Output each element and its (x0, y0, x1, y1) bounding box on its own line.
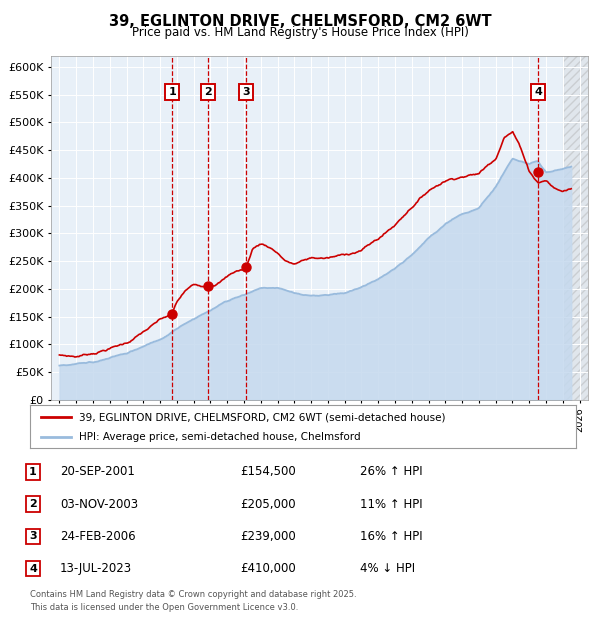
Text: £154,500: £154,500 (240, 466, 296, 478)
Text: 4: 4 (534, 87, 542, 97)
Text: 2: 2 (29, 499, 37, 509)
Text: 4: 4 (29, 564, 37, 574)
Text: 1: 1 (168, 87, 176, 97)
Bar (563, 56, 600, 400)
Text: £239,000: £239,000 (240, 530, 296, 542)
Text: 39, EGLINTON DRIVE, CHELMSFORD, CM2 6WT: 39, EGLINTON DRIVE, CHELMSFORD, CM2 6WT (109, 14, 491, 29)
Text: 3: 3 (242, 87, 250, 97)
Bar (563, 56, 600, 400)
Text: Contains HM Land Registry data © Crown copyright and database right 2025.: Contains HM Land Registry data © Crown c… (30, 590, 356, 600)
Text: 20-SEP-2001: 20-SEP-2001 (60, 466, 135, 478)
Text: 2: 2 (204, 87, 212, 97)
Text: 03-NOV-2003: 03-NOV-2003 (60, 498, 138, 510)
Text: 3: 3 (29, 531, 37, 541)
Text: £410,000: £410,000 (240, 562, 296, 575)
Text: 39, EGLINTON DRIVE, CHELMSFORD, CM2 6WT (semi-detached house): 39, EGLINTON DRIVE, CHELMSFORD, CM2 6WT … (79, 412, 446, 422)
Text: Price paid vs. HM Land Registry's House Price Index (HPI): Price paid vs. HM Land Registry's House … (131, 26, 469, 39)
Text: 13-JUL-2023: 13-JUL-2023 (60, 562, 132, 575)
Text: 26% ↑ HPI: 26% ↑ HPI (360, 466, 422, 478)
Text: This data is licensed under the Open Government Licence v3.0.: This data is licensed under the Open Gov… (30, 603, 298, 612)
Text: 1: 1 (29, 467, 37, 477)
Text: £205,000: £205,000 (240, 498, 296, 510)
Text: 4% ↓ HPI: 4% ↓ HPI (360, 562, 415, 575)
Text: 11% ↑ HPI: 11% ↑ HPI (360, 498, 422, 510)
Text: HPI: Average price, semi-detached house, Chelmsford: HPI: Average price, semi-detached house,… (79, 432, 361, 442)
Text: 16% ↑ HPI: 16% ↑ HPI (360, 530, 422, 542)
Text: 24-FEB-2006: 24-FEB-2006 (60, 530, 136, 542)
